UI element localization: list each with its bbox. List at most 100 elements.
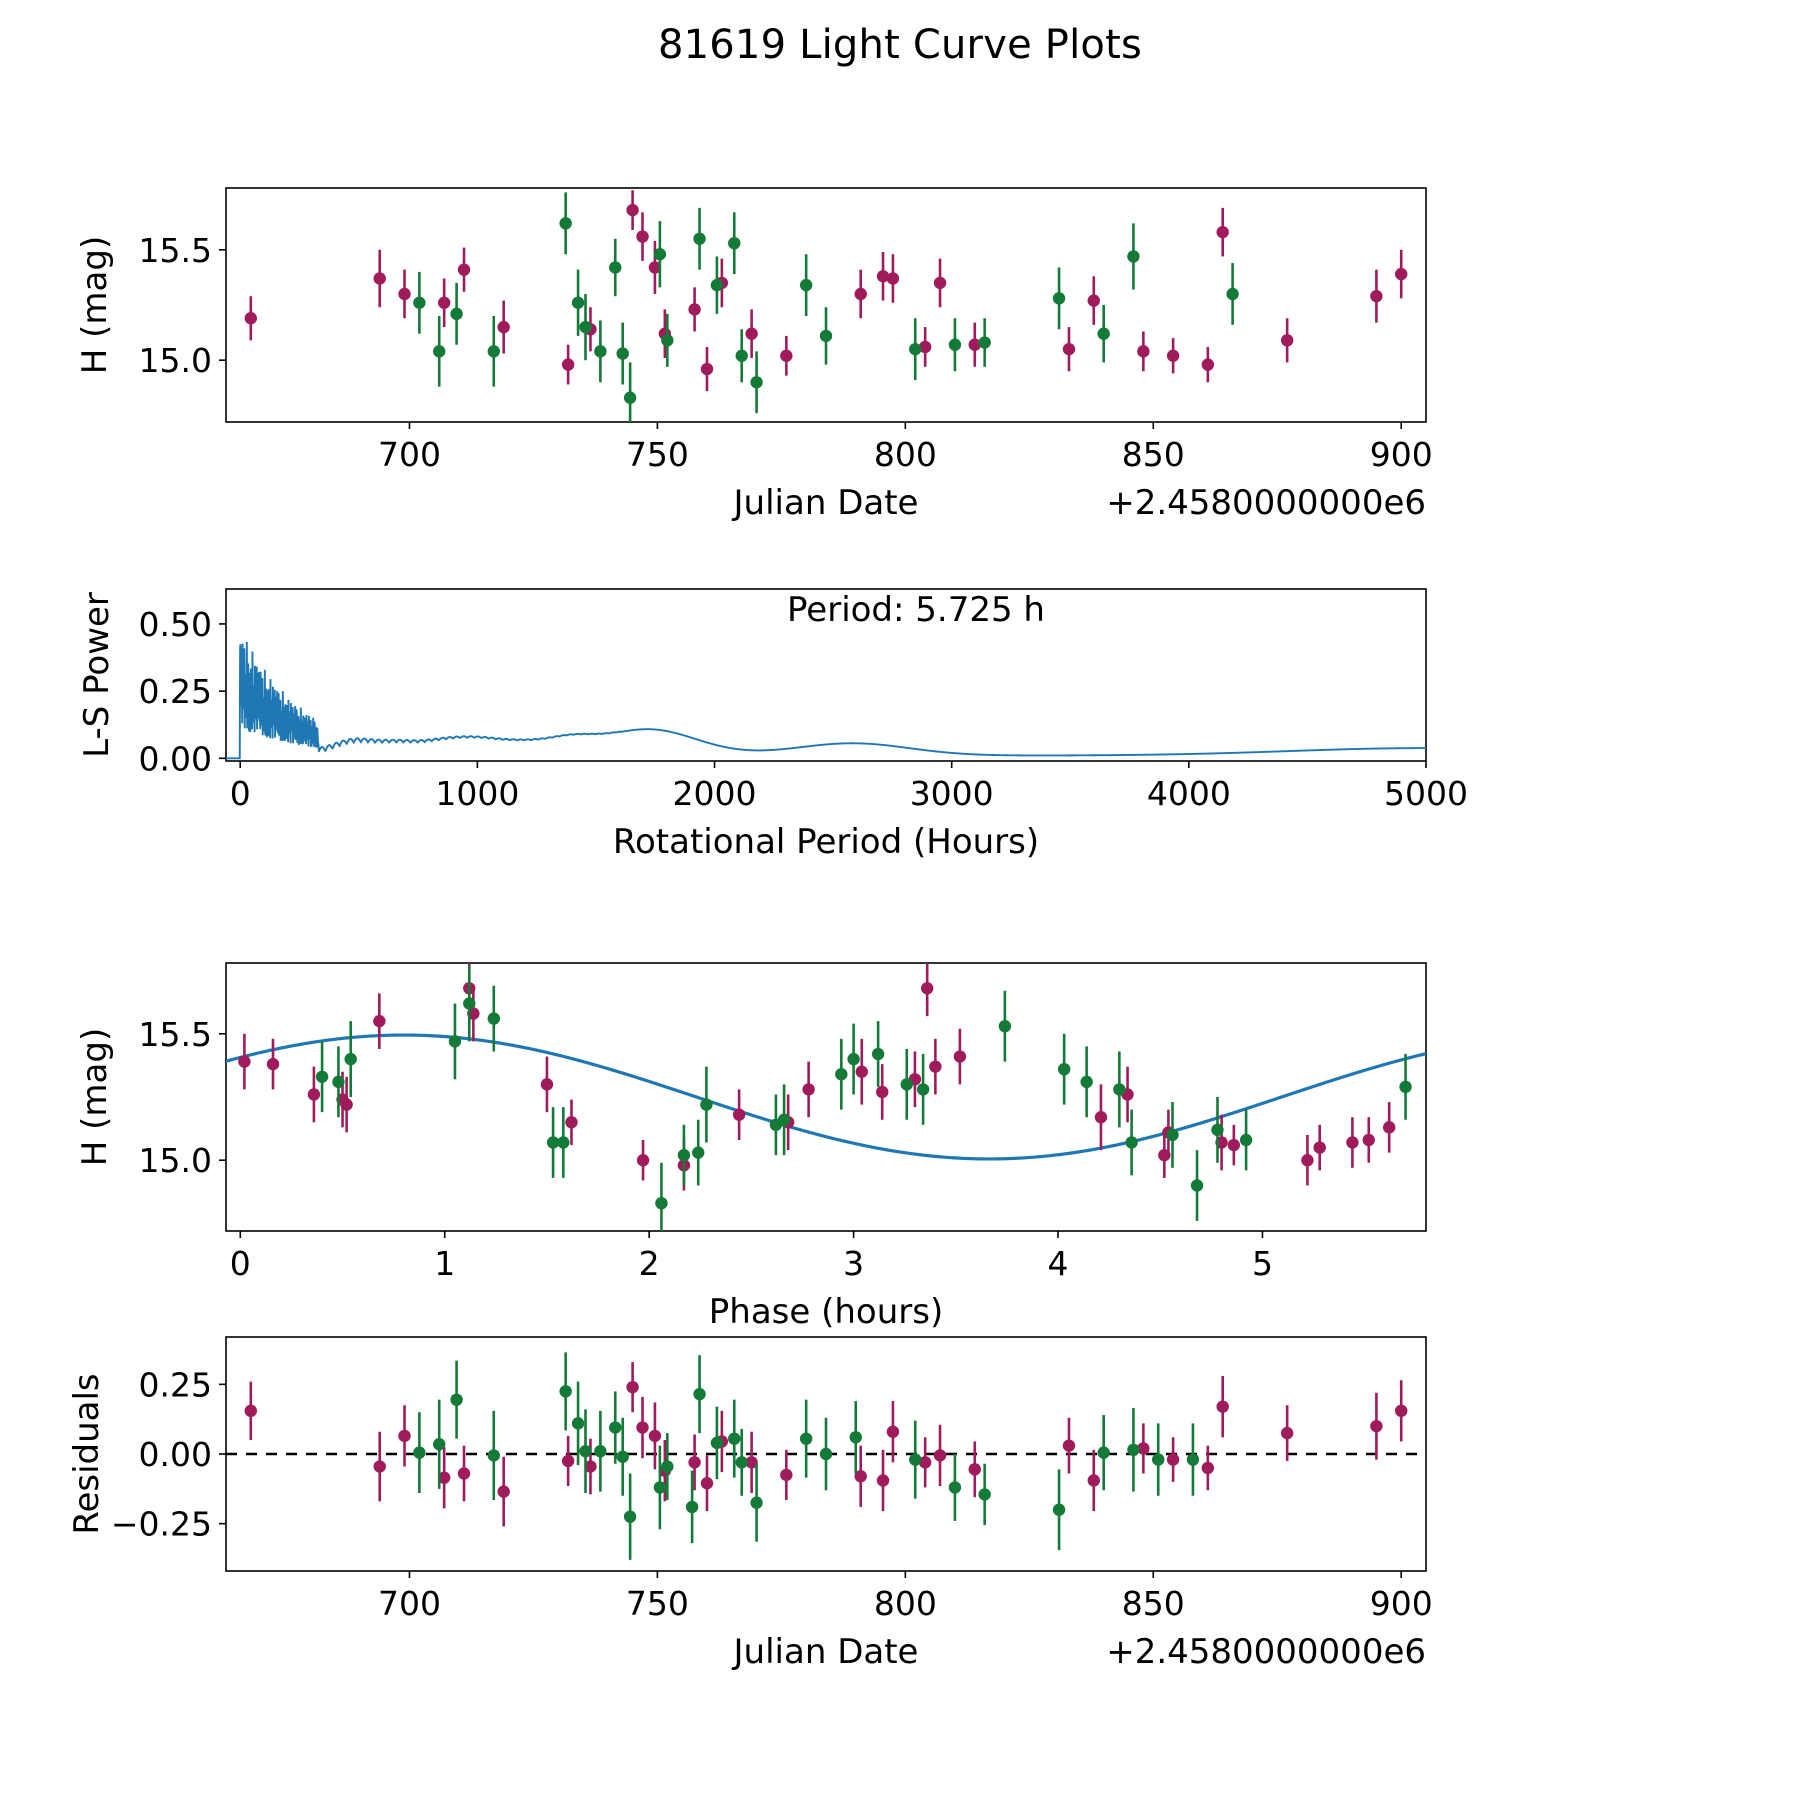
data-point xyxy=(732,1108,746,1121)
data-point xyxy=(559,1385,572,1398)
data-point xyxy=(916,1083,930,1096)
data-point xyxy=(886,272,900,285)
data-point xyxy=(1216,1400,1229,1413)
panel-periodogram-xticklabel: 5000 xyxy=(1384,774,1468,813)
data-point xyxy=(855,1065,868,1078)
data-point xyxy=(648,1429,662,1443)
data-point xyxy=(557,1136,570,1149)
panel-phase-series-series_a xyxy=(238,963,1396,1191)
data-point xyxy=(710,278,724,292)
data-point xyxy=(636,230,649,243)
data-point xyxy=(933,1449,947,1462)
data-point xyxy=(571,1417,585,1430)
data-point xyxy=(819,329,833,343)
data-point xyxy=(655,1196,668,1210)
data-point xyxy=(735,1456,748,1469)
panel-lightcurve-series-series_b xyxy=(413,192,1239,422)
panel-periodogram-yticklabel: 0.00 xyxy=(139,739,212,778)
data-point xyxy=(626,203,639,217)
panel-residuals-xticklabel: 700 xyxy=(378,1584,441,1623)
data-point xyxy=(1216,225,1229,239)
data-point xyxy=(433,345,446,358)
data-point xyxy=(1097,1446,1110,1459)
panel-lightcurve-xticklabel: 850 xyxy=(1122,435,1185,474)
data-point xyxy=(750,1496,763,1509)
panel-residuals-xoffset-label: +2.4580000000e6 xyxy=(1106,1632,1426,1672)
data-point xyxy=(571,296,585,309)
data-point xyxy=(953,1050,967,1063)
data-point xyxy=(373,1014,386,1028)
data-point xyxy=(1186,1453,1200,1466)
data-point xyxy=(1166,349,1180,362)
data-point xyxy=(1370,1419,1383,1433)
data-point xyxy=(835,1068,848,1081)
data-point xyxy=(463,997,476,1010)
data-point xyxy=(636,1421,649,1434)
data-point xyxy=(398,287,411,301)
data-point xyxy=(849,1431,862,1444)
panel-lightcurve-data-area xyxy=(244,190,1408,422)
panel-lightcurve-xticklabel: 700 xyxy=(378,435,441,474)
data-point xyxy=(1190,1179,1204,1192)
panel-phase-yticklabel: 15.5 xyxy=(139,1015,212,1054)
data-point xyxy=(799,278,813,292)
data-point xyxy=(978,1488,991,1501)
data-point xyxy=(728,1432,741,1445)
data-point xyxy=(487,345,500,358)
panel-lightcurve-xoffset-label: +2.4580000000e6 xyxy=(1106,483,1426,523)
data-point xyxy=(497,320,510,334)
data-point xyxy=(876,1085,889,1099)
data-point xyxy=(1127,1443,1140,1457)
data-point xyxy=(1201,358,1215,371)
data-point xyxy=(1201,1461,1215,1475)
data-point xyxy=(745,1456,758,1469)
panel-periodogram-frame xyxy=(225,588,1427,762)
data-point xyxy=(854,1470,867,1483)
panel-phase-xticklabel: 1 xyxy=(434,1244,455,1283)
data-point xyxy=(1166,1128,1179,1142)
data-point xyxy=(876,270,890,283)
data-point xyxy=(1346,1136,1359,1149)
panel-phase: 0 1 2 3 4 5 15.0 15.5 Phase (hours) H (mag) xyxy=(75,962,1427,1332)
data-point xyxy=(413,1446,426,1459)
data-point xyxy=(623,391,637,404)
data-point xyxy=(918,340,932,354)
data-point xyxy=(661,1460,674,1473)
panel-phase-xticklabel: 0 xyxy=(230,1244,251,1283)
data-point xyxy=(677,1148,691,1162)
data-point xyxy=(1125,1136,1138,1149)
data-point xyxy=(609,261,622,274)
data-point xyxy=(918,1456,932,1469)
data-point xyxy=(579,1445,592,1458)
data-point xyxy=(1166,1453,1180,1466)
data-point xyxy=(332,1075,345,1089)
data-point xyxy=(920,982,934,995)
data-point xyxy=(373,1460,386,1473)
data-point xyxy=(745,327,758,340)
data-point xyxy=(565,1116,578,1129)
panel-residuals-series-series_b xyxy=(413,1352,1200,1560)
data-point xyxy=(1301,1154,1314,1167)
data-point xyxy=(948,1481,962,1494)
data-point xyxy=(688,303,701,316)
panel-phase-frame xyxy=(225,962,1427,1232)
data-point xyxy=(700,1477,714,1490)
data-point xyxy=(1057,1062,1071,1076)
panel-residuals-xticklabel: 900 xyxy=(1370,1584,1433,1623)
panel-phase-xticklabel: 2 xyxy=(639,1244,660,1283)
panel-residuals-xticklabel: 800 xyxy=(874,1584,937,1623)
data-point xyxy=(244,312,257,325)
panel-periodogram-xticklabel: 1000 xyxy=(435,774,519,813)
data-point xyxy=(340,1098,353,1111)
panel-lightcurve: 700 750 800 850 900 15.0 15.5 Julian Date H (mag… xyxy=(75,187,1433,523)
panel-periodogram-ls-curve xyxy=(226,641,1426,760)
data-point xyxy=(710,1436,724,1450)
data-point xyxy=(685,1500,699,1514)
data-point xyxy=(561,1454,575,1468)
data-point xyxy=(693,1387,706,1401)
panel-periodogram-ylabel: L-S Power xyxy=(77,592,117,758)
data-point xyxy=(626,1380,639,1394)
data-point xyxy=(688,1456,701,1469)
panel-phase-ylabel: H (mag) xyxy=(75,1028,115,1166)
panel-phase-fit-curve xyxy=(226,1033,1426,1161)
